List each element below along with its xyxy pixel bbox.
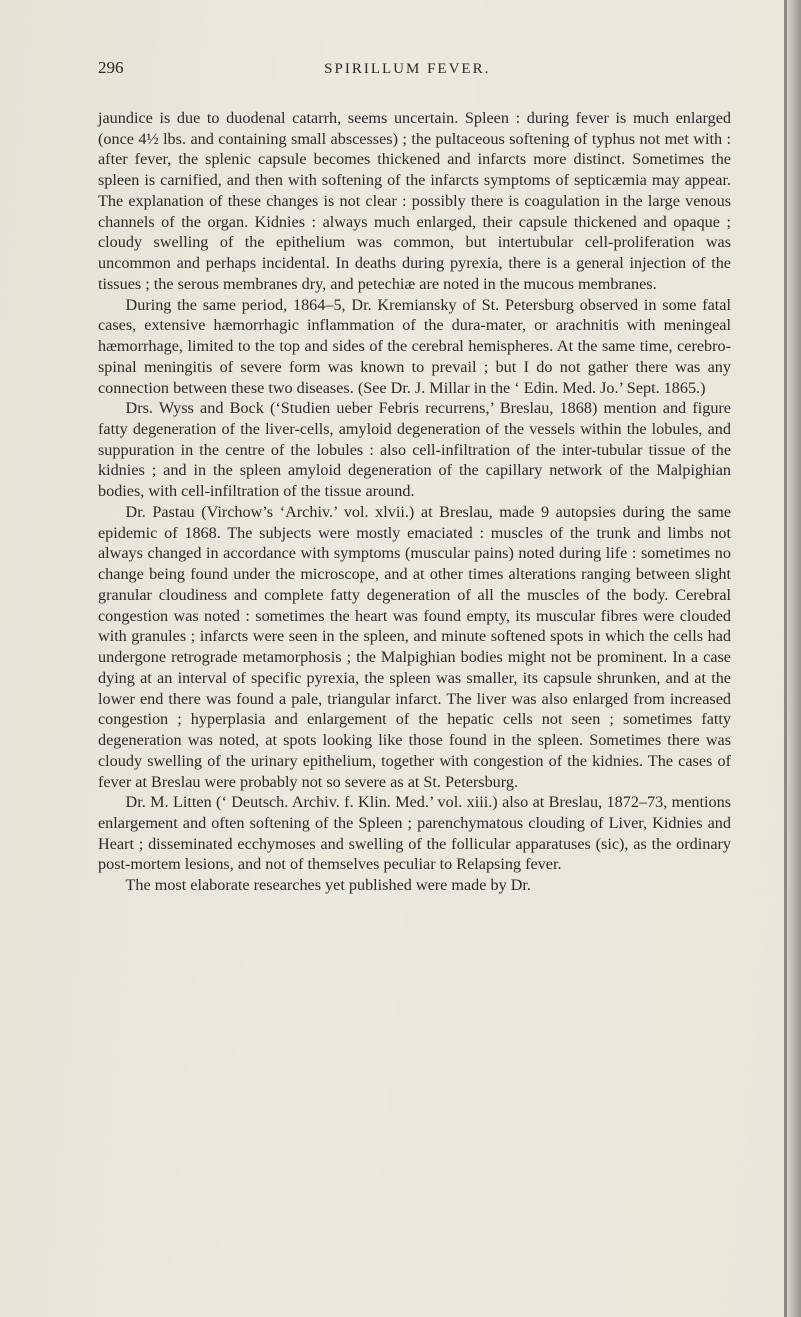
- body-text: jaundice is due to duodenal catarrh, see…: [98, 108, 731, 896]
- paragraph: Dr. Pastau (Virchow’s ‘Archiv.’ vol. xlv…: [98, 502, 731, 792]
- paragraph: During the same period, 1864–5, Dr. Krem…: [98, 295, 731, 399]
- paragraph: Drs. Wyss and Bock (‘Studien ueber Febri…: [98, 398, 731, 502]
- page-number: 296: [98, 58, 124, 78]
- paragraph: Dr. M. Litten (‘ Deutsch. Archiv. f. Kli…: [98, 792, 731, 875]
- page-header: 296 SPIRILLUM FEVER.: [98, 58, 731, 78]
- scanned-page: 296 SPIRILLUM FEVER. jaundice is due to …: [0, 0, 801, 1317]
- paragraph: jaundice is due to duodenal catarrh, see…: [98, 108, 731, 295]
- running-title: SPIRILLUM FEVER.: [124, 61, 732, 78]
- paragraph: The most elaborate researches yet publis…: [98, 875, 731, 896]
